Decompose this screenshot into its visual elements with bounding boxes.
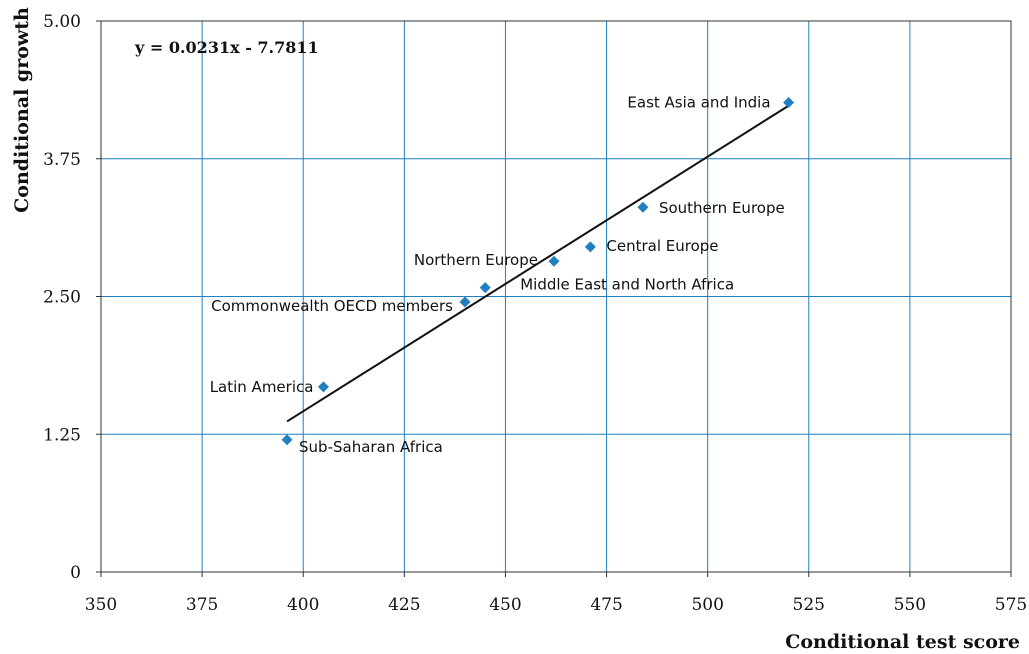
data-point-marker	[584, 241, 596, 253]
x-tick-label: 525	[793, 595, 825, 615]
y-tick-label: 3.75	[43, 150, 81, 170]
x-axis-title: Conditional test score	[785, 631, 1020, 653]
data-point-marker	[459, 296, 471, 308]
data-point-label: Central Europe	[606, 237, 718, 255]
data-point-label: Middle East and North Africa	[520, 276, 734, 294]
y-tick-label: 0	[70, 563, 81, 583]
x-tick-label: 475	[590, 595, 622, 615]
data-point-group: Latin America	[210, 378, 329, 396]
y-axis-title: Conditional growth	[11, 7, 33, 213]
data-point-group: Sub-Saharan Africa	[281, 434, 443, 456]
data-point-group: Southern Europe	[637, 199, 785, 217]
y-tick-label: 1.25	[43, 425, 81, 445]
x-tick-label: 375	[186, 595, 218, 615]
x-tick-label: 575	[995, 595, 1027, 615]
x-tick-label: 350	[85, 595, 117, 615]
trendline-equation: y = 0.0231x - 7.7811	[134, 38, 319, 57]
trendline	[286, 104, 790, 423]
data-point-label: Northern Europe	[414, 251, 538, 269]
data-point-label: Latin America	[210, 378, 314, 396]
gridlines	[101, 21, 1011, 572]
y-tick-label: 5.00	[43, 12, 81, 32]
x-tick-label: 425	[388, 595, 420, 615]
y-tick-labels: 0 1.25 2.50 3.75 5.00	[43, 12, 101, 583]
data-point-group: East Asia and India	[627, 94, 795, 112]
x-tick-label: 450	[489, 595, 521, 615]
data-point-group: Northern Europe	[414, 251, 560, 269]
x-tick-label: 550	[894, 595, 926, 615]
data-point-marker	[548, 255, 560, 267]
data-point-label: Commonwealth OECD members	[211, 297, 453, 315]
x-tick-labels: 350 375 400 425 450 475 500 525 550 575	[85, 572, 1027, 615]
data-point-group: Central Europe	[584, 237, 719, 255]
data-point-label: East Asia and India	[627, 94, 770, 112]
data-point-marker	[317, 381, 329, 393]
data-point-group: Middle East and North Africa	[479, 276, 734, 294]
x-tick-label: 500	[691, 595, 723, 615]
data-point-marker	[281, 434, 293, 446]
y-tick-label: 2.50	[43, 288, 81, 308]
data-points: East Asia and India Southern Europe Centra…	[210, 94, 795, 456]
data-point-group: Commonwealth OECD members	[211, 296, 471, 315]
data-point-label: Sub-Saharan Africa	[299, 438, 443, 456]
data-point-label: Southern Europe	[659, 199, 785, 217]
data-point-marker	[479, 282, 491, 294]
data-point-marker	[783, 97, 795, 109]
data-point-marker	[637, 201, 649, 213]
x-tick-label: 400	[287, 595, 319, 615]
